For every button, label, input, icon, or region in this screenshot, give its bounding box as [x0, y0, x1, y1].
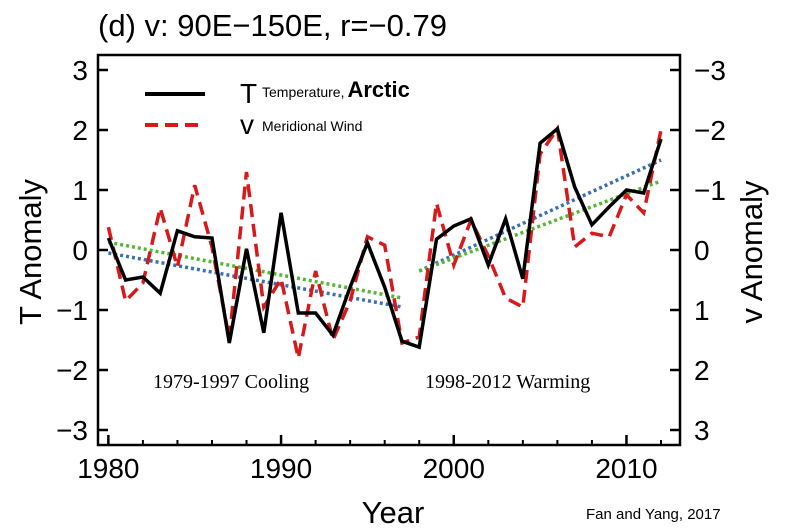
y-tick-label-right: −2: [694, 115, 726, 146]
legend-label-temperature: Temperature,: [262, 84, 344, 100]
legend-emph-temperature: Arctic: [347, 77, 409, 102]
y-tick-label-right: 1: [694, 295, 710, 326]
y-tick-label-left: 1: [72, 175, 88, 206]
trend-lines: [108, 158, 662, 309]
x-tick-label: 1990: [250, 453, 312, 484]
trend-line-temperature: [418, 158, 662, 273]
legend-entry-temperature: Temperature, Arctic: [262, 77, 410, 102]
x-axis-label: Year: [362, 495, 425, 530]
x-tick-label: 1980: [77, 453, 139, 484]
trend-line-wind: [418, 179, 662, 273]
chart-title: (d) v: 90E−150E, r=−0.79: [98, 8, 447, 43]
annotation-warming: 1998-2012 Warming: [425, 371, 590, 393]
legend-label-wind: Meridional Wind: [262, 118, 362, 134]
y-tick-label-right: 0: [694, 235, 710, 266]
series-line-temperature: [106, 125, 663, 350]
tick-marks: [98, 68, 680, 445]
y-tick-label-left: 0: [72, 235, 88, 266]
legend-symbol-temperature: T: [240, 78, 257, 109]
series-line-wind: [106, 124, 663, 359]
y-tick-label-right: 3: [694, 415, 710, 446]
y-tick-label-left: 3: [72, 55, 88, 86]
data-series: [106, 124, 663, 359]
y-tick-label-left: 2: [72, 115, 88, 146]
y-tick-label-right: −3: [694, 55, 726, 86]
trend-line-wind: [108, 240, 403, 300]
legend-symbol-wind: v: [240, 109, 254, 140]
x-tick-label: 2000: [423, 453, 485, 484]
tick-labels: 1980 1990 2000 2010 3 −3 2 −2 1 −1 0 0 −1 1 −2 2 −3 3: [56, 55, 726, 484]
credit-text: Fan and Yang, 2017: [586, 506, 721, 523]
y-tick-label-right: −1: [694, 175, 726, 206]
y-axis-label-left: T Anomaly: [13, 179, 48, 325]
y-tick-label-left: −1: [56, 295, 88, 326]
y-tick-label-left: −2: [56, 355, 88, 386]
legend: T Temperature, Arctic v Meridional Wind: [145, 77, 410, 140]
x-tick-label: 2010: [595, 453, 657, 484]
y-tick-label-left: −3: [56, 415, 88, 446]
y-tick-label-right: 2: [694, 355, 710, 386]
trend-line-temperature: [108, 251, 403, 309]
y-axis-label-right: v Anomaly: [734, 180, 769, 324]
annotation-cooling: 1979-1997 Cooling: [153, 371, 309, 393]
